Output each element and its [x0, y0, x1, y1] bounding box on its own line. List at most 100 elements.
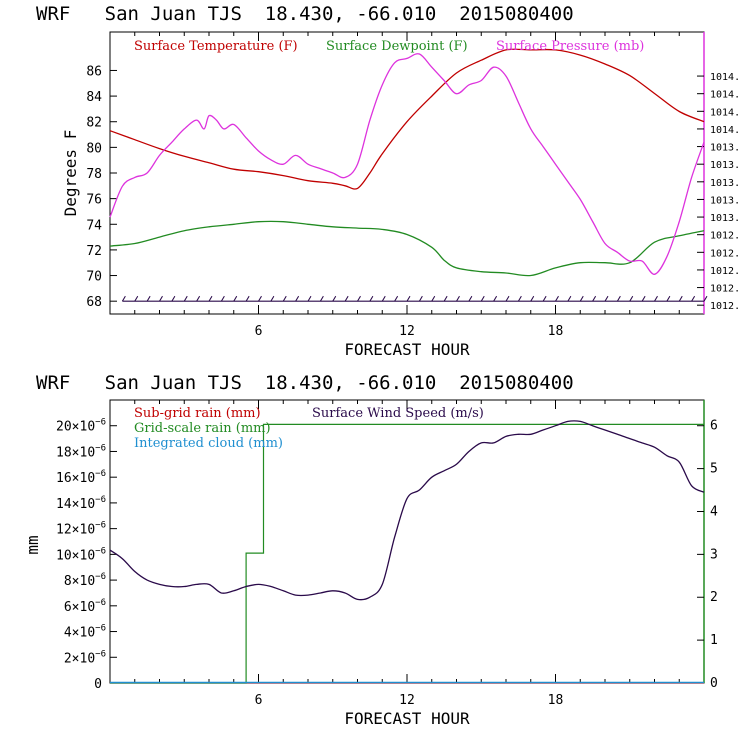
wind-barb — [691, 295, 696, 302]
bot-y-tick-exponent: −6 — [95, 572, 106, 582]
top-y2-tick-label: 1013.2 — [710, 195, 740, 206]
wind-barb — [196, 295, 201, 302]
wind-barb — [245, 295, 250, 302]
bot-y-tick-exponent: −6 — [95, 495, 106, 505]
bot-y-tick-exponent: −6 — [95, 649, 106, 659]
bot-y-tick-label: 2×10−6 — [64, 649, 106, 666]
top-y2-tick-label: 1014.6 — [710, 72, 740, 83]
wind-barb — [307, 295, 312, 302]
legend-grid-scale-rain: Grid-scale rain (mm) — [134, 421, 271, 436]
top-y-tick-label: 72 — [86, 244, 102, 259]
top-y-tick-label: 80 — [86, 141, 102, 156]
bot-y2-tick-label: 2 — [710, 590, 718, 605]
wind-barb — [369, 295, 374, 302]
top-x-tick-label: 6 — [255, 324, 263, 339]
wind-barb — [654, 295, 658, 302]
wind-barb — [381, 295, 386, 302]
wind-barb — [530, 295, 535, 302]
wind-barb — [592, 295, 597, 302]
wind-barb — [208, 295, 213, 302]
chart-top-ylabel: Degrees F — [61, 130, 80, 217]
chart-top-frame — [109, 31, 705, 315]
wind-barb — [641, 295, 646, 302]
wind-barb — [567, 295, 572, 302]
chart-bottom-xlabel: FORECAST HOUR — [344, 709, 470, 728]
legend-surface-dewpoint: Surface Dewpoint (F) — [326, 39, 468, 54]
series-surface-wind-speed — [109, 420, 705, 601]
bot-y-tick-label: 10×10−6 — [56, 546, 106, 563]
chart-top-title: WRF San Juan TJS 18.430, -66.010 2015080… — [36, 3, 574, 25]
wind-barb — [270, 295, 275, 302]
top-y-tick-label: 70 — [86, 270, 102, 285]
top-x-tick-label: 18 — [548, 324, 564, 339]
top-y-tick-label: 76 — [86, 193, 102, 208]
wind-barb — [319, 295, 324, 302]
bot-y-tick-label: 20×10−6 — [56, 418, 106, 435]
bot-y2-tick-label: 5 — [710, 462, 718, 477]
chart-bottom-title: WRF San Juan TJS 18.430, -66.010 2015080… — [36, 372, 574, 394]
bot-y2-tick-label: 4 — [710, 504, 718, 519]
wind-barb — [703, 295, 708, 302]
top-y2-tick-label: 1013.4 — [710, 178, 740, 189]
wind-barb — [159, 295, 163, 302]
chart-top: WRF San Juan TJS 18.430, -66.010 2015080… — [36, 3, 740, 359]
wind-barb — [678, 295, 683, 302]
top-y-tick-label: 86 — [86, 64, 102, 79]
bot-y-tick-label: 16×10−6 — [56, 469, 106, 486]
wind-barb — [616, 295, 621, 302]
bot-y2-tick-label: 3 — [710, 547, 718, 562]
bot-y-tick-exponent: −6 — [95, 624, 106, 634]
top-y2-tick-label: 1012.0 — [710, 301, 740, 312]
wind-barb — [666, 295, 671, 302]
series-grid-scale-rain — [110, 423, 704, 684]
wind-barb — [146, 295, 151, 302]
wind-barb — [480, 295, 485, 302]
wind-barb — [295, 295, 300, 302]
bot-y2-tick-label: 6 — [710, 419, 718, 434]
wind-barb — [431, 295, 436, 302]
wind-barb — [555, 295, 559, 302]
wind-barb — [629, 295, 634, 302]
top-y-tick-label: 78 — [86, 167, 102, 182]
wind-barb — [357, 295, 361, 302]
wind-barb — [493, 295, 498, 302]
top-y-tick-label: 74 — [86, 218, 102, 233]
wind-barb — [258, 295, 262, 302]
wind-barb — [220, 295, 225, 302]
top-y-tick-label: 82 — [86, 116, 102, 131]
top-y2-tick-label: 1013.0 — [710, 213, 740, 224]
bot-y-tick-label: 12×10−6 — [56, 521, 106, 538]
bot-y-tick-exponent: −6 — [95, 521, 106, 531]
top-y-tick-label: 84 — [86, 90, 102, 105]
top-y2-tick-label: 1012.6 — [710, 248, 740, 259]
wind-barb — [604, 295, 609, 302]
top-y2-tick-label: 1013.8 — [710, 143, 740, 154]
bot-y-tick-label: 18×10−6 — [56, 443, 106, 460]
bot-y-tick-label: 14×10−6 — [56, 495, 106, 512]
bot-x-tick-label: 18 — [548, 693, 564, 708]
legend-surface-temperature: Surface Temperature (F) — [134, 39, 298, 54]
wind-barb — [406, 295, 411, 302]
wind-barb — [171, 295, 176, 302]
bot-y-tick-label: 4×10−6 — [64, 624, 106, 641]
top-y2-tick-label: 1014.4 — [710, 90, 740, 101]
chart-top-xlabel: FORECAST HOUR — [344, 340, 470, 359]
wind-barb — [394, 295, 399, 302]
wind-barb — [134, 295, 139, 302]
bot-x-tick-label: 12 — [399, 693, 415, 708]
chart-bottom: WRF San Juan TJS 18.430, -66.010 2015080… — [23, 372, 718, 728]
bot-y-tick-exponent: −6 — [95, 598, 106, 608]
wind-barb — [121, 295, 126, 302]
legend-sub-grid-rain: Sub-grid rain (mm) — [134, 406, 261, 421]
top-x-tick-label: 12 — [399, 324, 415, 339]
top-y2-tick-label: 1014.2 — [710, 107, 740, 118]
wind-barb — [183, 295, 188, 302]
top-y2-tick-label: 1012.8 — [710, 231, 740, 242]
wind-barb — [282, 295, 287, 302]
series-surface-pressure — [109, 53, 705, 275]
wind-barb — [233, 295, 238, 302]
wind-barb — [517, 295, 522, 302]
bot-y-tick-exponent: −6 — [95, 469, 106, 479]
chart-bottom-ylabel: mm — [23, 535, 42, 554]
wind-barb — [579, 295, 584, 302]
